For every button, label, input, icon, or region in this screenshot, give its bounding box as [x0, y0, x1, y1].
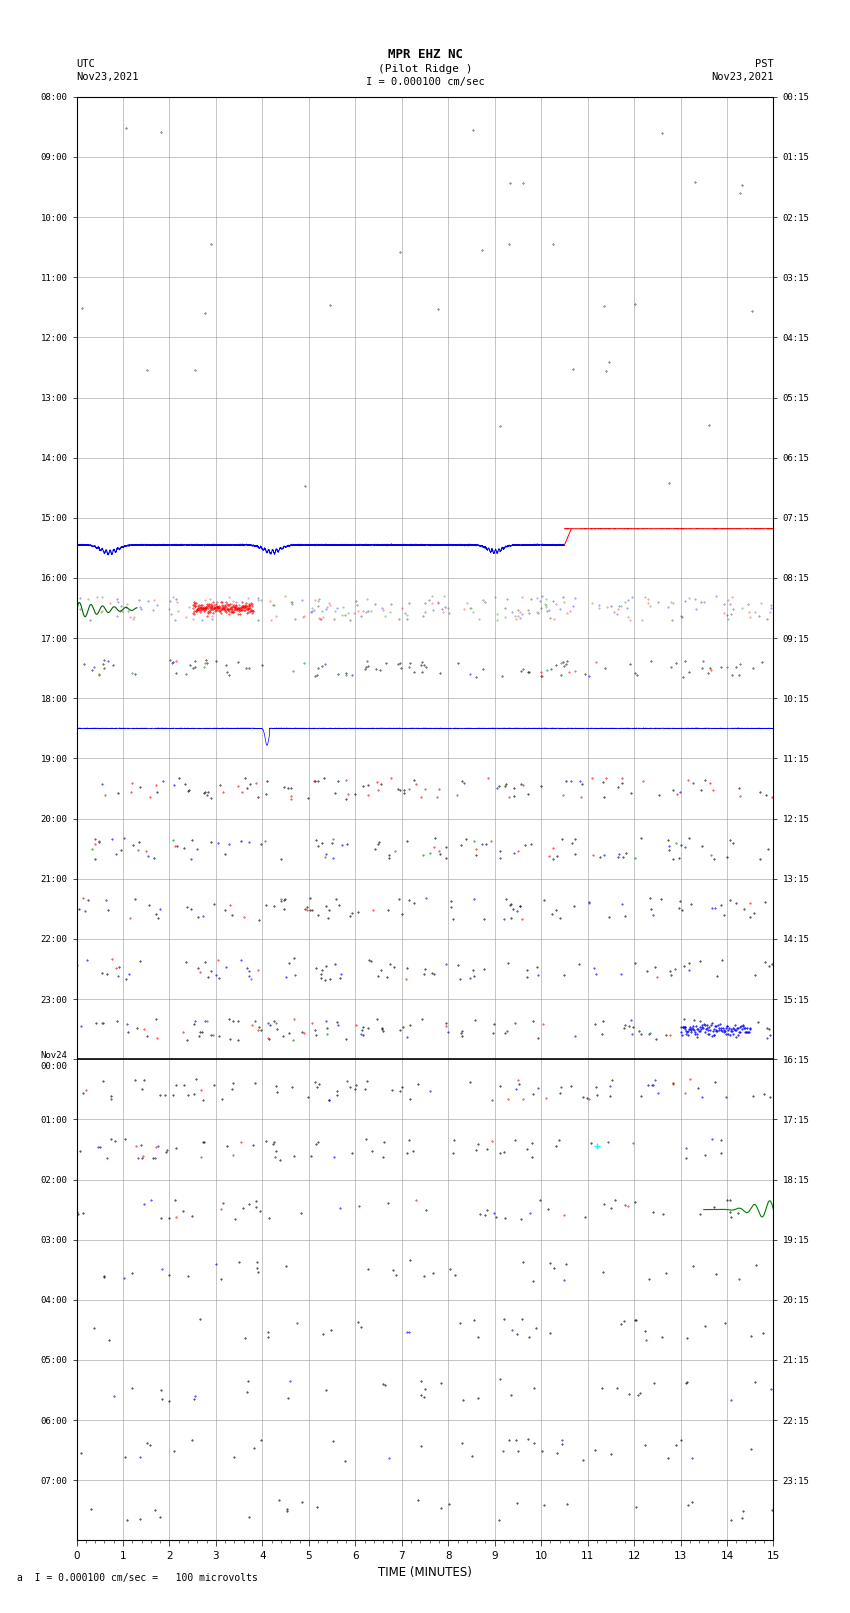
Text: I = 0.000100 cm/sec: I = 0.000100 cm/sec [366, 77, 484, 87]
Text: Nov23,2021: Nov23,2021 [711, 73, 774, 82]
Text: a  I = 0.000100 cm/sec =   100 microvolts: a I = 0.000100 cm/sec = 100 microvolts [17, 1573, 258, 1582]
Text: Nov23,2021: Nov23,2021 [76, 73, 139, 82]
Text: UTC: UTC [76, 60, 95, 69]
Text: (Pilot Ridge ): (Pilot Ridge ) [377, 65, 473, 74]
Text: PST: PST [755, 60, 774, 69]
X-axis label: TIME (MINUTES): TIME (MINUTES) [378, 1566, 472, 1579]
Text: MPR EHZ NC: MPR EHZ NC [388, 48, 462, 61]
